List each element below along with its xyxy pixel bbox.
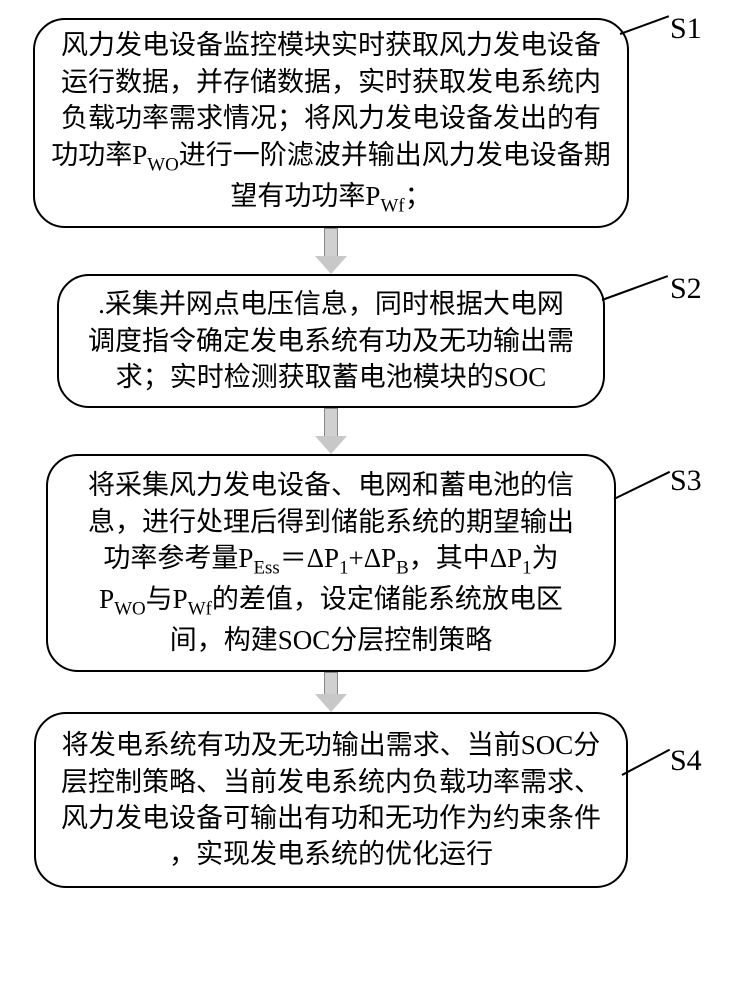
flow-node-s2: .采集并网点电压信息，同时根据大电网调度指令确定发电系统有功及无功输出需求；实时… (57, 274, 605, 408)
arrow-head-icon (315, 436, 347, 454)
arrow-shaft (324, 408, 338, 436)
step-label-s3: S3 (670, 464, 702, 498)
arrow-shaft (324, 228, 338, 256)
node-text: 将发电系统有功及无功输出需求、当前SOC分层控制策略、当前发电系统内负载功率需求… (61, 727, 601, 873)
flow-arrow (315, 228, 347, 274)
arrow-head-icon (315, 694, 347, 712)
node-text: .采集并网点电压信息，同时根据大电网调度指令确定发电系统有功及无功输出需求；实时… (88, 286, 574, 395)
flow-node-s1: 风力发电设备监控模块实时获取风力发电设备运行数据，并存储数据，实时获取发电系统内… (33, 18, 629, 228)
step-label-s1: S1 (670, 12, 702, 46)
flow-node-s4: 将发电系统有功及无功输出需求、当前SOC分层控制策略、当前发电系统内负载功率需求… (34, 712, 628, 888)
step-label-s2: S2 (670, 272, 702, 306)
flow-node-s3: 将采集风力发电设备、电网和蓄电池的信息，进行处理后得到储能系统的期望输出功率参考… (46, 454, 616, 672)
arrow-shaft (324, 672, 338, 694)
flow-arrow (315, 408, 347, 454)
node-text: 风力发电设备监控模块实时获取风力发电设备运行数据，并存储数据，实时获取发电系统内… (51, 27, 611, 218)
step-label-s4: S4 (670, 744, 702, 778)
flow-arrow (315, 672, 347, 712)
flowchart-container: 风力发电设备监控模块实时获取风力发电设备运行数据，并存储数据，实时获取发电系统内… (0, 0, 640, 888)
arrow-head-icon (315, 256, 347, 274)
node-text: 将采集风力发电设备、电网和蓄电池的信息，进行处理后得到储能系统的期望输出功率参考… (88, 467, 574, 658)
